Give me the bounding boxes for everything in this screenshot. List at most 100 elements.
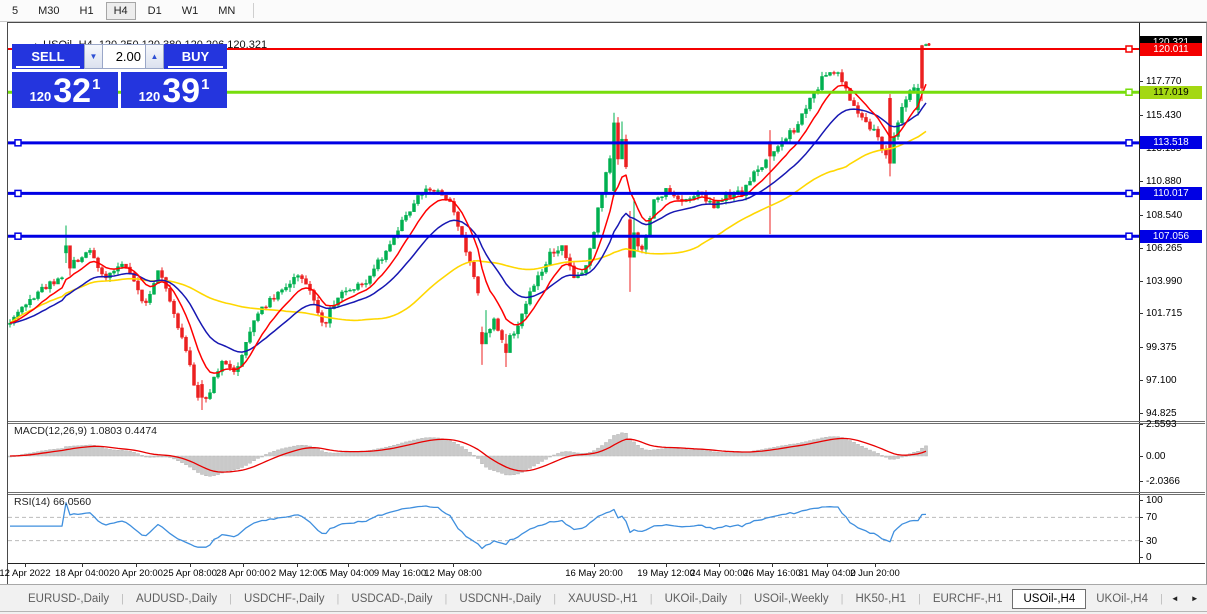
time-tick <box>666 563 667 567</box>
rsi-tick <box>1139 541 1143 542</box>
chart-tab-HK50-H1[interactable]: HK50-,H1 <box>855 592 906 605</box>
time-axis-label: 26 May 16:00 <box>743 568 801 579</box>
volume-input[interactable] <box>103 44 145 69</box>
macd-axis-label: 2.5593 <box>1146 419 1177 430</box>
time-axis-label: 16 May 20:00 <box>565 568 623 579</box>
rsi-splitter[interactable] <box>8 492 1205 493</box>
tab-separator: | <box>553 592 557 605</box>
sell-button[interactable]: SELL <box>12 44 84 69</box>
chart-tab-USDCHF-Daily[interactable]: USDCHF-,Daily <box>244 592 325 605</box>
buy-pips: 39 <box>162 72 201 111</box>
sell-pip-fraction: 1 <box>92 76 101 93</box>
chart-tab-USOil-Weekly[interactable]: USOil-,Weekly <box>754 592 829 605</box>
price-tick <box>1139 214 1143 216</box>
chart-tab-bar: EURUSD-,Daily | AUDUSD-,Daily | USDCHF-,Dail… <box>0 584 1207 612</box>
tabs-scroll-left-icon[interactable]: ◄ <box>1170 594 1179 603</box>
volume-decrease-button[interactable]: ▼ <box>84 44 103 69</box>
timeframe-button-W1[interactable]: W1 <box>181 4 199 17</box>
timeframe-button-D1[interactable]: D1 <box>147 4 162 17</box>
chart-tab-UKOil-H4[interactable]: UKOil-,H4 <box>1096 592 1148 605</box>
time-tick <box>400 563 401 567</box>
sell-button-label: SELL <box>31 49 65 64</box>
time-tick <box>719 563 720 567</box>
tab-separator: | <box>121 592 125 605</box>
time-tick <box>453 563 454 567</box>
price-tick <box>1139 313 1143 315</box>
tabs-scroll-right-icon[interactable]: ► <box>1190 594 1199 603</box>
chart-tab-EURCHF-H1[interactable]: EURCHF-,H1 <box>932 592 1003 605</box>
chart-tab-XAUUSD-H1[interactable]: XAUUSD-,H1 <box>568 592 638 605</box>
chart-tab-USOil-H4[interactable]: USOil-,H4 <box>1012 588 1087 609</box>
time-axis-label: 5 May 04:00 <box>321 568 375 579</box>
timeframe-toolbar: 5 M30 H1 H4 D1 W1 MN <box>0 0 1207 22</box>
buy-price-display[interactable]: 120 39 1 <box>121 72 227 108</box>
hline-price-flag: 120.011 <box>1140 42 1202 56</box>
toolbar-separator <box>253 3 255 18</box>
chart-tab-UKOil-Daily[interactable]: UKOil-,Daily <box>664 592 728 605</box>
chart-tab-AUDUSD-Daily[interactable]: AUDUSD-,Daily <box>136 592 218 605</box>
price-tick-label: 103.990 <box>1146 275 1183 287</box>
rsi-splitter-line <box>8 494 1205 495</box>
timeframe-button-H1[interactable]: H1 <box>79 4 94 17</box>
tab-separator: | <box>840 592 844 605</box>
time-axis-label: 31 May 04:00 <box>798 568 856 579</box>
time-tick <box>297 563 298 567</box>
time-axis-label: 20 Apr 20:00 <box>109 568 163 579</box>
rsi-tick <box>1139 557 1143 558</box>
tab-separator: | <box>229 592 233 605</box>
price-tick <box>1139 247 1143 249</box>
time-axis-label: 12 May 08:00 <box>424 568 482 579</box>
volume-increase-button[interactable]: ▲ <box>145 44 164 69</box>
time-tick <box>243 563 244 567</box>
price-tick-label: 99.375 <box>1146 342 1177 354</box>
buy-button[interactable]: BUY <box>164 44 227 69</box>
price-tick <box>1139 412 1143 414</box>
spin-up-icon: ▲ <box>150 52 159 61</box>
time-tick <box>875 563 876 567</box>
chart-tab-EURUSD-Daily[interactable]: EURUSD-,Daily <box>28 592 110 605</box>
time-tick <box>594 563 595 567</box>
macd-label: MACD(12,26,9) 1.0803 0.4474 <box>14 425 158 437</box>
rsi-axis-label: 70 <box>1146 512 1158 523</box>
timeframe-button-5[interactable]: 5 <box>12 4 19 17</box>
rsi-tick <box>1139 517 1143 518</box>
macd-axis-label: -2.0366 <box>1146 476 1180 487</box>
price-tick <box>1139 280 1143 282</box>
timeframe-button-MN[interactable]: MN <box>218 4 236 17</box>
time-axis-label: 9 May 16:00 <box>373 568 427 579</box>
buy-button-label: BUY <box>181 49 210 64</box>
price-tick <box>1139 81 1143 83</box>
chart-canvas[interactable] <box>8 23 1139 563</box>
time-tick <box>190 563 191 567</box>
time-tick <box>348 563 349 567</box>
price-tick-label: 108.540 <box>1146 209 1183 221</box>
buy-pip-fraction: 1 <box>201 76 210 93</box>
price-tick-label: 110.880 <box>1146 175 1182 187</box>
price-tick <box>1139 115 1143 117</box>
time-tick <box>82 563 83 567</box>
hline-price-flag: 113.518 <box>1140 136 1202 150</box>
timeframe-button-H4[interactable]: H4 <box>105 1 136 20</box>
sell-price-display[interactable]: 120 32 1 <box>12 72 118 108</box>
tab-separator: | <box>917 592 921 605</box>
tab-separator: | <box>649 592 653 605</box>
macd-tick <box>1139 456 1143 457</box>
rsi-label: RSI(14) 66.0560 <box>14 496 92 508</box>
time-axis-label: 28 Apr 00:00 <box>216 568 270 579</box>
time-tick <box>827 563 828 567</box>
chart-tab-USDCNH-Daily[interactable]: USDCNH-,Daily <box>459 592 542 605</box>
macd-splitter-line <box>8 423 1205 424</box>
chart-tab-USDCAD-Daily[interactable]: USDCAD-,Daily <box>351 592 433 605</box>
price-tick <box>1139 380 1143 382</box>
macd-splitter[interactable] <box>8 421 1205 422</box>
rsi-axis-label: 30 <box>1146 536 1158 547</box>
sell-big-figure: 120 <box>29 89 52 104</box>
ohlc-close: 120.321 <box>227 39 268 51</box>
tab-separator: | <box>1160 592 1163 605</box>
sell-underline <box>16 66 80 68</box>
window-bottom-edge <box>0 611 1207 614</box>
timeframe-button-M30[interactable]: M30 <box>38 4 60 17</box>
macd-tick <box>1139 424 1143 425</box>
time-axis-divider <box>8 563 1205 564</box>
